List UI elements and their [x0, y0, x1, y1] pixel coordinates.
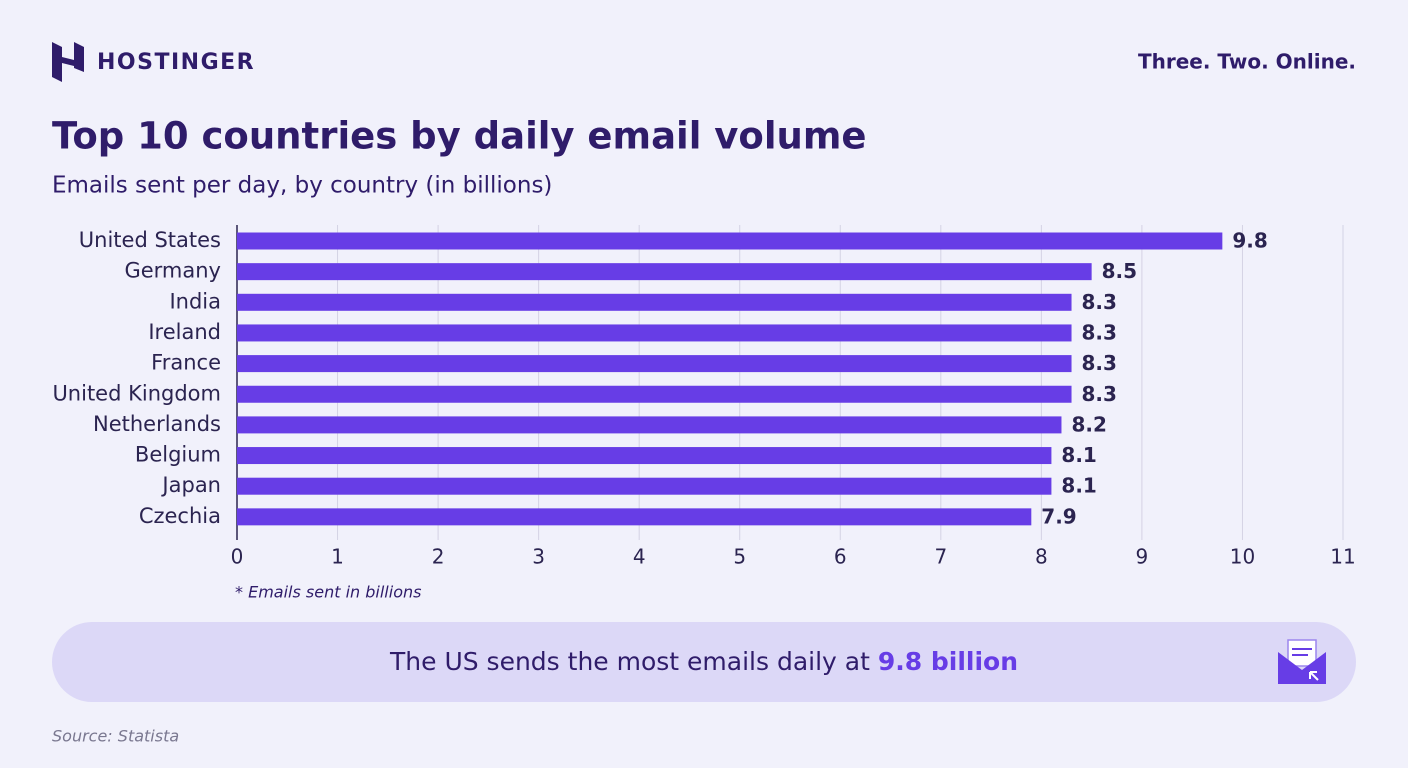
bar [237, 232, 1223, 250]
callout-text: The US sends the most emails daily at [389, 647, 878, 676]
logo-icon [52, 42, 84, 82]
x-tick-label: 4 [633, 545, 646, 569]
value-label: 8.5 [1102, 259, 1137, 283]
bar [237, 416, 1062, 434]
source: Source: Statista [52, 727, 179, 746]
y-tick-label: France [151, 351, 221, 375]
tagline: Three. Two. Online. [1138, 50, 1356, 74]
bar [237, 355, 1072, 373]
value-label: 8.3 [1082, 290, 1117, 314]
y-tick-label: Japan [160, 473, 221, 497]
bar [237, 477, 1052, 495]
footnote: * Emails sent in billions [235, 583, 421, 602]
y-tick-label: Czechia [139, 504, 221, 528]
x-tick-label: 7 [934, 545, 947, 569]
value-label: 8.1 [1061, 443, 1096, 467]
x-tick-label: 2 [432, 545, 445, 569]
value-label: 9.8 [1232, 229, 1267, 253]
x-tick-label: 5 [733, 545, 746, 569]
value-label: 8.3 [1082, 351, 1117, 375]
x-tick-label: 6 [834, 545, 847, 569]
x-tick-label: 8 [1035, 545, 1048, 569]
brand: HOSTINGER [97, 50, 255, 75]
y-tick-label: United States [79, 228, 221, 252]
value-label: 8.3 [1082, 382, 1117, 406]
bar [237, 324, 1072, 342]
bar [237, 293, 1072, 311]
value-label: 8.2 [1071, 412, 1106, 436]
y-tick-label: United Kingdom [52, 381, 221, 405]
x-tick-label: 3 [532, 545, 545, 569]
x-tick-label: 9 [1136, 545, 1149, 569]
callout-box [52, 622, 1356, 702]
value-label: 8.1 [1061, 474, 1096, 498]
x-tick-label: 11 [1330, 545, 1355, 569]
envelope-icon [1278, 639, 1326, 684]
x-tick-label: 10 [1230, 545, 1255, 569]
callout-highlight: 9.8 billion [878, 647, 1018, 676]
y-tick-label: India [169, 289, 221, 313]
y-tick-label: Belgium [135, 443, 221, 467]
y-tick-label: Netherlands [93, 412, 221, 436]
bar [237, 508, 1032, 526]
bar [237, 263, 1092, 281]
callout: The US sends the most emails daily at 9.… [389, 647, 1018, 676]
chart-title: Top 10 countries by daily email volume [52, 115, 867, 158]
x-tick-label: 1 [331, 545, 344, 569]
x-tick-label: 0 [231, 545, 244, 569]
bar [237, 447, 1052, 465]
chart-subtitle: Emails sent per day, by country (in bill… [52, 173, 552, 199]
value-label: 7.9 [1041, 504, 1076, 528]
value-label: 8.3 [1082, 320, 1117, 344]
bar [237, 385, 1072, 403]
y-tick-label: Germany [124, 259, 221, 283]
y-tick-label: Ireland [148, 320, 221, 344]
